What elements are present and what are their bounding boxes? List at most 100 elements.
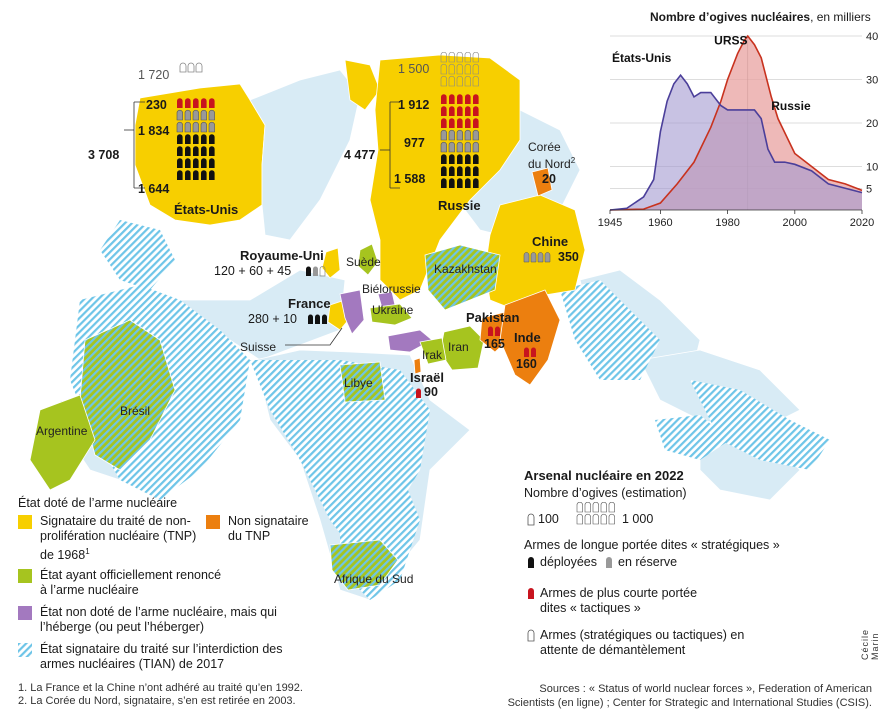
label-irak: Irak (422, 348, 443, 362)
scale-1000: 1 000 (622, 512, 654, 526)
india-shape (499, 289, 561, 386)
cn-count: 350 (558, 250, 579, 264)
fr-count: 280 + 10 (248, 312, 298, 326)
reserve-warhead-icon (464, 141, 471, 153)
scale-warhead-icon (576, 501, 583, 513)
us-tactical-count: 230 (146, 98, 167, 112)
us-reserve-count: 1 834 (138, 124, 170, 138)
ru-dismantle-count: 1 500 (398, 62, 430, 76)
credit: Cécile Marin (860, 628, 880, 660)
scale-warhead-icon (592, 513, 599, 525)
scale-100-icon (526, 512, 536, 531)
x-tick-label: 1980 (715, 217, 739, 229)
label-france: France (288, 296, 331, 311)
canada-shape (249, 69, 361, 241)
label-russie: Russie (438, 198, 481, 213)
label-coree-nord-1: Corée (528, 140, 561, 154)
ru-total-count: 4 477 (344, 148, 376, 162)
tactical-warhead-icon (457, 94, 463, 104)
deployed-warhead-icon (201, 170, 207, 180)
tactical-label: Armes de plus courte portée dites « tact… (540, 586, 698, 615)
in-warhead-icons (522, 345, 542, 363)
tactical-warhead-icon (465, 106, 471, 116)
reserve-warhead-icon (456, 141, 463, 153)
deployed-warhead-icon (209, 170, 215, 180)
label-israel: Israël (410, 370, 444, 385)
il-count: 90 (424, 385, 438, 399)
leader-lines (124, 101, 400, 346)
reserve-warhead-icon (472, 129, 479, 141)
deployed-warhead-icon (185, 158, 191, 168)
reserve-warhead-icon (464, 129, 471, 141)
legend-header: État doté de l’arme nucléaire (18, 496, 178, 510)
north-korea-shape (531, 167, 553, 197)
dismantle-warhead-icon (448, 51, 455, 63)
fr-warhead-icons (306, 312, 332, 331)
reserve-icon (604, 555, 614, 574)
pk-warhead-icons (486, 324, 506, 342)
deployed-warhead-icon (449, 166, 455, 176)
deployed-warhead-icon (209, 134, 215, 144)
dismantle-warhead-icon (440, 63, 447, 75)
tactical-warhead-icon (465, 118, 471, 128)
ru-deployed-count: 1 588 (394, 172, 426, 186)
deployed-warhead-icon (457, 178, 463, 188)
deployed-warhead-icon (473, 166, 479, 176)
tactical-warhead-icon (201, 98, 207, 108)
alaska-shape (344, 59, 381, 111)
label-suede: Suède (346, 255, 381, 269)
deployed-warhead-icon (193, 146, 199, 156)
label-etats-unis: États-Unis (174, 202, 239, 217)
arsenal-subtitle: Nombre d’ogives (estimation) (524, 486, 687, 500)
nk-count: 20 (542, 172, 556, 186)
label-coree-nord-2: du Nord2 (528, 156, 576, 171)
ukraine-shape (369, 303, 413, 326)
scale-warhead-icon (584, 513, 591, 525)
deployed-warhead-icon (177, 146, 183, 156)
tactical-warhead-icon (473, 94, 479, 104)
dismantle-warhead-icon (448, 75, 455, 87)
legend-heberge: État non doté de l’arme nucléaire, mais … (18, 605, 308, 635)
warhead-chart: 5 10 20 30 40 1945 1960 1980 2000 2020 États-Unis U… (598, 31, 878, 229)
series-label: États-Unis (612, 50, 672, 65)
dismantle-icon (526, 628, 536, 647)
label-royaume-uni: Royaume-Uni (240, 248, 324, 263)
scale-warhead-icon (584, 501, 591, 513)
tactical-warhead-icon (449, 94, 455, 104)
sources-line-2: Scientists (en ligne) ; Center for Strat… (507, 697, 872, 709)
deployed-warhead-icon (457, 166, 463, 176)
deployed-warhead-icon (193, 158, 199, 168)
deployed-warhead-icon (441, 166, 447, 176)
tactical-warhead-icon (457, 118, 463, 128)
deployed-warhead-icon (465, 178, 471, 188)
kazakhstan-shape (424, 244, 501, 311)
deployed-warhead-icon (185, 146, 191, 156)
deployed-warhead-icon (193, 134, 199, 144)
reserve-warhead-icon (184, 109, 191, 121)
dismantle-warhead-icon (456, 63, 463, 75)
reserve-label: en réserve (618, 555, 678, 569)
reserve-warhead-icon (176, 109, 183, 121)
dismantle-warhead-icon (440, 75, 447, 87)
reserve-warhead-icon (208, 109, 215, 121)
cn-warhead-icons (522, 250, 558, 269)
ru-reserve-count: 977 (404, 136, 425, 150)
in-count: 160 (516, 357, 537, 371)
usa-shape (134, 83, 266, 226)
x-tick-label: 2020 (850, 217, 874, 229)
ru-tactical-count: 1 912 (398, 98, 430, 112)
label-argentine: Argentine (36, 424, 88, 438)
deployed-warhead-icon (465, 166, 471, 176)
usa-area (610, 75, 862, 211)
deployed-warhead-icon (185, 170, 191, 180)
x-tick-label: 1945 (598, 217, 622, 229)
scale-1000-icons (576, 501, 620, 531)
deployed-warhead-icon (465, 154, 471, 164)
strategic-label: Armes de longue portée dites « stratégiq… (524, 538, 780, 552)
x-tick-label: 2000 (783, 217, 807, 229)
us-dismantle-icons (178, 58, 218, 83)
reserve-warhead-icon (472, 141, 479, 153)
label-bielorussie: Biélorussie (362, 282, 421, 296)
x-tick-label: 1960 (648, 217, 672, 229)
swatch-tnp (18, 515, 32, 529)
